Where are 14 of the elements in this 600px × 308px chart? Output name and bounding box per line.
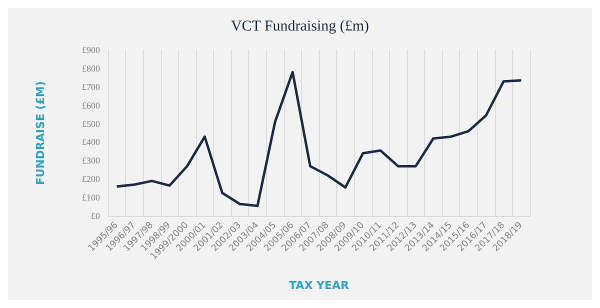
y-tick-label: £800 <box>82 63 100 74</box>
y-tick-label: £200 <box>82 174 100 184</box>
y-tick-label: £600 <box>82 100 100 110</box>
line-series <box>116 70 522 208</box>
y-tick-label: £100 <box>82 192 100 203</box>
y-tick-label: £500 <box>82 118 100 129</box>
y-tick-label: £700 <box>82 82 100 92</box>
y-tick-label: £900 <box>82 45 100 55</box>
x-axis-title: TAX YEAR <box>289 279 350 292</box>
y-tick-label: £400 <box>82 137 100 148</box>
y-tick-label: £300 <box>82 156 100 166</box>
y-tick-label: £0 <box>91 211 100 221</box>
chart-title: VCT Fundraising (£m) <box>230 18 370 34</box>
y-axis-title: FUNDRAISE (£M) <box>34 81 47 185</box>
